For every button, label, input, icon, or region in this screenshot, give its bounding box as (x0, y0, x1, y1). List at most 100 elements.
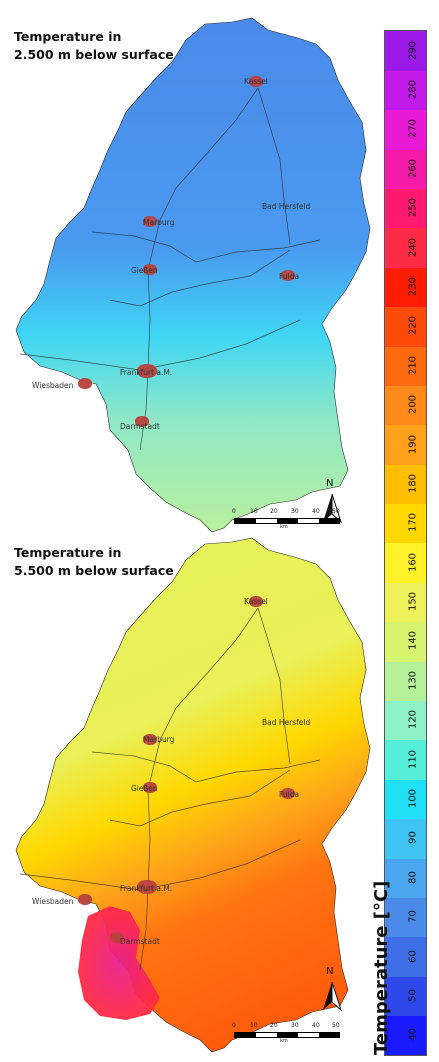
city-marker-wiesbaden (78, 378, 92, 389)
legend-tick-label: 40 (407, 1028, 419, 1042)
road-lines (19, 87, 321, 451)
city-marker-darmstadt (110, 932, 124, 943)
city-marker-wiesbaden (78, 894, 92, 905)
city-label-bad-hersfeld: Bad Hersfeld (262, 202, 311, 211)
legend-segment (385, 897, 426, 938)
legend-segment (385, 31, 426, 71)
north-label: N (326, 478, 334, 489)
legend-tick-label: 160 (407, 552, 419, 572)
legend-segment (385, 858, 426, 898)
legend-tick-label: 190 (407, 434, 419, 454)
city-label-darmstadt: Darmstadt (120, 422, 160, 431)
north-arrow-icon (323, 493, 343, 524)
legend-tick-label: 210 (407, 355, 419, 375)
city-label-marburg: Marburg (143, 735, 175, 744)
legend-tick-label: 220 (407, 316, 419, 336)
north-arrow: N (318, 478, 348, 524)
scale-tick: 10 (250, 508, 258, 515)
scale-unit: km (280, 524, 288, 530)
legend-tick-label: 120 (407, 710, 419, 730)
legend-segment (385, 739, 426, 780)
legend-bar: 40 50 60 70 80 90 100 110 120 130 140 150 160 170 180 1… (384, 30, 427, 1056)
city-marker-fulda (281, 270, 295, 281)
legend-tick-label: 110 (407, 749, 419, 769)
scale-tick: 50 (332, 508, 340, 515)
city-marker-frankfurt (137, 880, 157, 894)
title-line-2: 2.500 m below surface (14, 47, 174, 62)
map-panel-2500m (15, 17, 371, 533)
city-marker-marburg (143, 734, 157, 745)
scale-tick: 50 (332, 1022, 340, 1029)
legend-segment (385, 346, 426, 386)
title-line-1: Temperature in (14, 29, 122, 44)
map-title-2500m: Temperature in 2.500 m below surface (14, 28, 174, 64)
legend-segment (385, 818, 426, 859)
city-label-giessen: Gießen (131, 266, 158, 275)
scale-tick: 20 (270, 508, 278, 515)
legend-segment (385, 70, 426, 111)
legend-tick-label: 60 (407, 949, 419, 963)
city-marker-darmstadt (135, 416, 149, 427)
hesse-region (15, 537, 371, 1053)
legend-segment (385, 1015, 426, 1056)
legend-segment (385, 621, 426, 662)
legend-tick-label: 50 (407, 989, 419, 1002)
map-panel-5500m (15, 537, 371, 1053)
north-arrow-icon (323, 981, 343, 1012)
legend-segment (385, 188, 426, 229)
legend-segment (385, 149, 426, 190)
title-line-2: 5.500 m below surface (14, 563, 174, 578)
city-label-fulda: Fulda (279, 272, 300, 281)
legend-segment (385, 306, 426, 347)
legend-tick-label: 90 (407, 831, 419, 845)
legend-tick-label: 270 (407, 119, 419, 139)
legend-tick-label: 170 (407, 513, 419, 533)
city-label-kassel: Kassel (244, 597, 268, 606)
road-lines (19, 607, 321, 971)
scale-tick: 40 (312, 508, 320, 515)
city-label-giessen: Gießen (131, 784, 158, 793)
scale-unit: km (280, 1038, 288, 1044)
city-label-fulda: Fulda (279, 790, 300, 799)
legend-segment (385, 700, 426, 741)
scale-bar-body (234, 1032, 340, 1038)
legend-tick-label: 150 (407, 592, 419, 612)
legend-segment (385, 582, 426, 623)
legend-tick-label: 140 (407, 631, 419, 651)
scale-ticks: 0 10 20 30 40 50 (232, 508, 342, 518)
scale-tick: 20 (270, 1022, 278, 1029)
city-label-kassel: Kassel (244, 77, 268, 86)
city-marker-marburg (143, 216, 157, 227)
legend-tick-label: 280 (407, 80, 419, 100)
scale-tick: 40 (312, 1022, 320, 1029)
color-legend: 40 50 60 70 80 90 100 110 120 130 140 150 160 170 180 1… (384, 30, 434, 1058)
legend-segment (385, 109, 426, 150)
legend-tick-label: 200 (407, 395, 419, 415)
legend-segment (385, 936, 426, 977)
city-marker-fulda (281, 788, 295, 799)
north-label: N (326, 966, 334, 977)
legend-tick-label: 250 (407, 198, 419, 218)
north-arrow: N (318, 966, 348, 1012)
hotspot-region (78, 906, 160, 1020)
legend-tick-label: 180 (407, 473, 419, 493)
city-marker-giessen (143, 782, 157, 793)
map-title-5500m: Temperature in 5.500 m below surface (14, 544, 174, 580)
scale-bar: 0 10 20 30 40 50 km (232, 508, 342, 538)
scale-tick: 0 (232, 508, 236, 515)
city-marker-frankfurt (137, 364, 157, 378)
legend-segment (385, 385, 426, 426)
legend-segment (385, 661, 426, 702)
legend-title: Temperature [°C] (371, 880, 392, 1055)
city-label-wiesbaden: Wiesbaden (32, 381, 74, 390)
scale-tick: 30 (291, 508, 299, 515)
city-label-darmstadt: Darmstadt (120, 937, 160, 946)
legend-segment (385, 424, 426, 465)
title-line-1: Temperature in (14, 545, 122, 560)
legend-tick-label: 130 (407, 670, 419, 690)
scale-tick: 30 (291, 1022, 299, 1029)
city-label-wiesbaden: Wiesbaden (32, 897, 74, 906)
legend-segment (385, 267, 426, 308)
hesse-region (15, 17, 371, 533)
